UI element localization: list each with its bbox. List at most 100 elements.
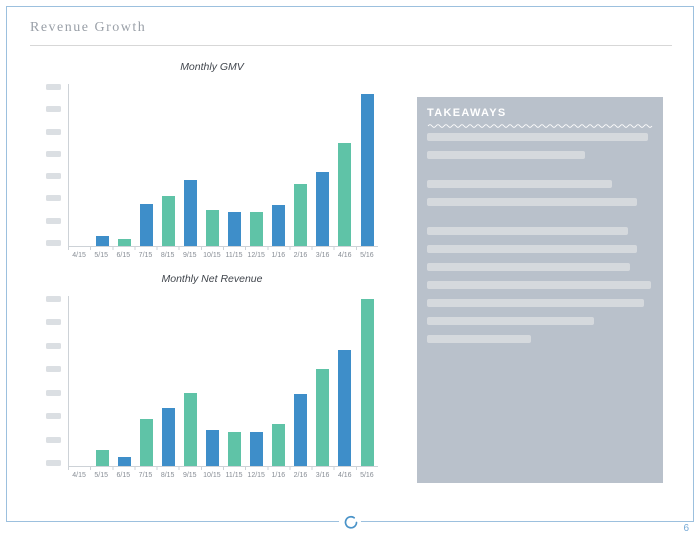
y-axis-redacted-label (46, 389, 61, 396)
bar-4-16 (338, 350, 352, 466)
y-axis-redacted-labels (46, 296, 61, 466)
x-axis-label: 5/15 (94, 252, 109, 259)
page-number: 6 (683, 523, 689, 534)
y-axis-redacted-label (46, 84, 61, 90)
x-axis-label: 7/15 (138, 472, 153, 479)
x-axis-label: 10/15 (203, 472, 221, 479)
bar-5-16 (360, 94, 374, 246)
bar-5-15 (95, 450, 109, 466)
bar-1-16 (272, 205, 286, 246)
bar-5-16 (360, 299, 374, 466)
x-axis-label: 4/16 (337, 472, 352, 479)
bar-7-15 (139, 204, 153, 246)
plot-area (68, 296, 378, 467)
y-axis-redacted-label (46, 366, 61, 373)
redacted-text-line (427, 281, 651, 289)
x-axis-label: 8/15 (160, 252, 175, 259)
redacted-text-line (427, 299, 644, 307)
bar-3-16 (316, 369, 330, 466)
x-axis-label: 1/16 (271, 472, 286, 479)
page-title: Revenue Growth (30, 20, 147, 35)
bar-7-15 (139, 419, 153, 466)
redacted-text-line (427, 227, 629, 235)
bar-9-15 (183, 180, 197, 246)
x-axis-label: 12/15 (247, 472, 265, 479)
bar-8-15 (161, 196, 175, 246)
y-axis-redacted-label (46, 150, 61, 157)
plot-area (68, 84, 378, 247)
redacted-text-line (427, 263, 631, 271)
redacted-text-line (427, 198, 638, 206)
y-axis-redacted-label (46, 106, 61, 113)
x-axis-label: 6/15 (116, 252, 131, 259)
bars (69, 84, 378, 246)
redacted-text-line (427, 245, 638, 253)
bar-2-16 (294, 184, 308, 246)
takeaways-heading: TAKEAWAYS (427, 107, 507, 119)
x-axis-ticks (68, 467, 378, 470)
redacted-text-line (427, 151, 586, 159)
redacted-text-line (427, 133, 649, 141)
bar-11-15 (228, 432, 242, 466)
x-axis-label: 5/16 (360, 252, 374, 259)
takeaways-wave-divider (427, 124, 653, 128)
y-axis-redacted-label (46, 342, 61, 349)
x-axis-label: 7/15 (138, 252, 153, 259)
x-axis-label: 4/15 (72, 252, 86, 259)
x-axis-label: 5/16 (360, 472, 374, 479)
x-axis-label: 8/15 (160, 472, 175, 479)
x-axis-label: 2/16 (293, 472, 308, 479)
chart-monthly-gmv: Monthly GMV 4/15 5/15 6/15 7/15 8/15 9/15 10/1… (46, 60, 378, 259)
x-axis-label: 2/16 (293, 252, 308, 259)
x-axis-label: 4/15 (72, 472, 86, 479)
chart-title: Monthly GMV (180, 61, 244, 73)
brand-logo (339, 511, 361, 533)
chart-title: Monthly Net Revenue (161, 273, 263, 285)
x-axis-label: 4/16 (337, 252, 352, 259)
bar-12-15 (250, 212, 264, 246)
bar-10-15 (206, 430, 219, 466)
y-axis-redacted-labels (46, 84, 61, 246)
y-axis-redacted-label (46, 319, 61, 326)
x-axis-label: 6/15 (116, 472, 131, 479)
redacted-text-line (427, 180, 613, 188)
x-axis-labels: 4/15 5/15 6/15 7/15 8/15 9/15 10/15 11/15 12/15 1… (68, 252, 378, 259)
y-axis-redacted-label (46, 128, 61, 135)
bar-4-16 (338, 143, 352, 246)
redacted-text-line (427, 335, 531, 343)
x-axis-label: 5/15 (94, 472, 109, 479)
bar-8-15 (161, 408, 175, 466)
y-axis-redacted-label (46, 296, 61, 302)
x-axis-label: 12/15 (247, 252, 265, 259)
y-axis-redacted-label (46, 436, 61, 443)
bar-3-16 (316, 172, 330, 246)
x-axis-label: 11/15 (225, 252, 243, 259)
y-axis-redacted-label (46, 173, 61, 180)
bar-11-15 (228, 212, 242, 246)
y-axis-redacted-label (46, 195, 61, 202)
bar-5-15 (95, 236, 109, 246)
x-axis-label: 3/16 (315, 472, 330, 479)
takeaways-wave-path (427, 124, 653, 128)
bars (69, 296, 378, 466)
takeaways-panel: TAKEAWAYS (417, 97, 663, 483)
swirl-logo-icon (344, 515, 357, 529)
x-axis-label: 11/15 (225, 472, 243, 479)
x-axis-label: 3/16 (315, 252, 330, 259)
x-axis-ticks (68, 247, 378, 250)
chart-monthly-net-revenue: Monthly Net Revenue 4/15 5/15 6/15 7/15 8/15… (46, 272, 378, 479)
bar-6-15 (117, 457, 131, 466)
bar-6-15 (117, 239, 131, 246)
title-divider (30, 45, 672, 46)
y-axis-redacted-label (46, 459, 61, 466)
bar-9-15 (183, 393, 197, 466)
bar-1-16 (272, 424, 286, 466)
x-axis-label: 1/16 (271, 252, 286, 259)
x-axis-labels: 4/15 5/15 6/15 7/15 8/15 9/15 10/15 11/15 12/15 1… (68, 472, 378, 479)
bar-2-16 (294, 394, 308, 466)
y-axis-redacted-label (46, 239, 61, 246)
y-axis-redacted-label (46, 413, 61, 420)
redacted-text-line (427, 317, 595, 325)
y-axis-redacted-label (46, 217, 61, 224)
